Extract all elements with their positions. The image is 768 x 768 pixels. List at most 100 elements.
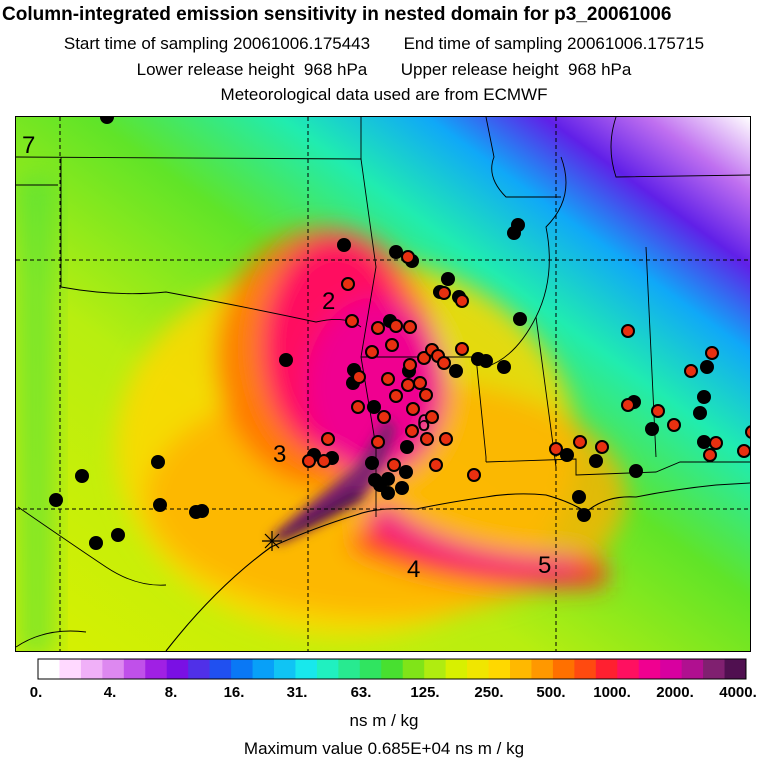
colorbar-cell <box>488 659 511 679</box>
observation-dot-red <box>621 398 635 412</box>
colorbar-cell <box>638 659 661 679</box>
colorbar-cell <box>145 659 168 679</box>
colorbar-cell <box>531 659 554 679</box>
region-4: 4 <box>407 556 420 583</box>
observation-dot-red <box>352 370 366 384</box>
observation-dot-red <box>705 346 719 360</box>
observation-dot-red <box>381 372 395 386</box>
observation-dot-red <box>684 364 698 378</box>
region-2: 2 <box>322 288 335 315</box>
observation-dot-black <box>449 364 463 378</box>
map-svg: 7 2 3 6 4 5 <box>15 110 759 657</box>
colorbar-cell <box>338 659 361 679</box>
observation-dot-black <box>111 528 125 542</box>
colorbar-tick-label: 500. <box>536 684 566 701</box>
observation-dot-red <box>403 358 417 372</box>
observation-dot-red <box>345 314 359 328</box>
colorbar-cell <box>252 659 275 679</box>
observation-dot-black <box>389 245 403 259</box>
observation-dot-black <box>367 400 381 414</box>
colorbar <box>37 658 747 680</box>
colorbar-cell <box>681 659 704 679</box>
start-value: 20061006.175443 <box>233 34 371 53</box>
end-label: End time of sampling <box>403 34 563 53</box>
colorbar-tick-label: 0. <box>29 684 43 701</box>
colorbar-cell <box>102 659 125 679</box>
observation-dot-red <box>387 458 401 472</box>
observation-dot-red <box>351 400 365 414</box>
observation-dot-black <box>337 238 351 252</box>
region-numbers: 7 2 3 6 4 5 <box>22 132 551 583</box>
observation-dot-red <box>467 468 481 482</box>
upper-label: Upper release height <box>400 60 559 79</box>
observation-dot-black <box>577 508 591 522</box>
sensitivity-field <box>116 227 626 637</box>
observation-dot-red <box>419 388 433 402</box>
observation-dot-black <box>153 498 167 512</box>
observation-dot-red <box>455 294 469 308</box>
colorbar-tick-label: 8. <box>164 684 178 701</box>
colorbar-cell <box>59 659 82 679</box>
observation-dot-red <box>389 319 403 333</box>
chart-title: Column-integrated emission sensitivity i… <box>2 4 672 25</box>
observation-dot-red <box>377 410 391 424</box>
colorbar-cell <box>381 659 404 679</box>
observation-dot-red <box>667 418 681 432</box>
colorbar-tick-label: 4. <box>103 684 117 701</box>
observation-dot-red <box>385 338 399 352</box>
observation-dot-red <box>703 448 717 462</box>
observation-dot-black <box>697 435 711 449</box>
observation-dot-red <box>439 432 453 446</box>
colorbar-cell <box>552 659 575 679</box>
colorbar-cell <box>80 659 103 679</box>
colorbar-cell <box>209 659 232 679</box>
colorbar-cell <box>316 659 339 679</box>
observation-dot-red <box>341 277 355 291</box>
observation-dot-red <box>371 435 385 449</box>
observation-dot-red <box>425 410 439 424</box>
lower-value: 968 hPa <box>303 60 368 79</box>
observation-dot-black <box>365 456 379 470</box>
observation-dot-black <box>513 312 527 326</box>
colorbar-units: ns m / kg <box>349 711 419 730</box>
release-heights: Lower release height 968 hPa Upper relea… <box>0 60 768 80</box>
observation-dot-red <box>321 432 335 446</box>
observation-dot-red <box>737 444 751 458</box>
observation-dot-red <box>455 342 469 356</box>
observation-dot-black <box>511 218 525 232</box>
observation-dot-black <box>497 360 511 374</box>
observation-dot-black <box>645 422 659 436</box>
observation-dot-black <box>381 486 395 500</box>
colorbar-cell <box>402 659 425 679</box>
lower-label: Lower release height <box>136 60 295 79</box>
colorbar-tick-label: 1000. <box>593 684 631 701</box>
observation-dot-black <box>399 465 413 479</box>
colorbar-tick-label: 125. <box>410 684 440 701</box>
region-7: 7 <box>22 132 35 159</box>
observation-dot-red <box>651 404 665 418</box>
end-value: 20061006.175715 <box>567 34 705 53</box>
colorbar-tick-label: 250. <box>474 684 504 701</box>
observation-dot-red <box>745 425 759 439</box>
observation-dot-black <box>697 390 711 404</box>
colorbar-cell <box>274 659 296 679</box>
observation-dot-black <box>479 354 493 368</box>
colorbar-tick-label: 16. <box>223 684 245 701</box>
observation-dot-red <box>429 458 443 472</box>
colorbar-cell <box>574 659 597 679</box>
observation-dot-red <box>317 454 331 468</box>
observation-dot-black <box>395 481 409 495</box>
sampling-times: Start time of sampling 20061006.175443 E… <box>0 34 768 54</box>
colorbar-cell <box>166 659 189 679</box>
observation-dot-red <box>403 320 417 334</box>
emission-sensitivity-map: 7 2 3 6 4 5 <box>15 110 759 657</box>
colorbar-cell <box>295 659 318 679</box>
observation-dot-red <box>401 378 415 392</box>
observation-dot-black <box>441 272 455 286</box>
colorbar-cell <box>38 659 60 679</box>
colorbar-cell <box>424 659 447 679</box>
colorbar-tick-label: 31. <box>286 684 308 701</box>
maximum-value: Maximum value 0.685E+04 ns m / kg <box>243 739 525 758</box>
colorbar-tick-label: 63. <box>350 684 372 701</box>
colorbar-cell <box>188 659 211 679</box>
